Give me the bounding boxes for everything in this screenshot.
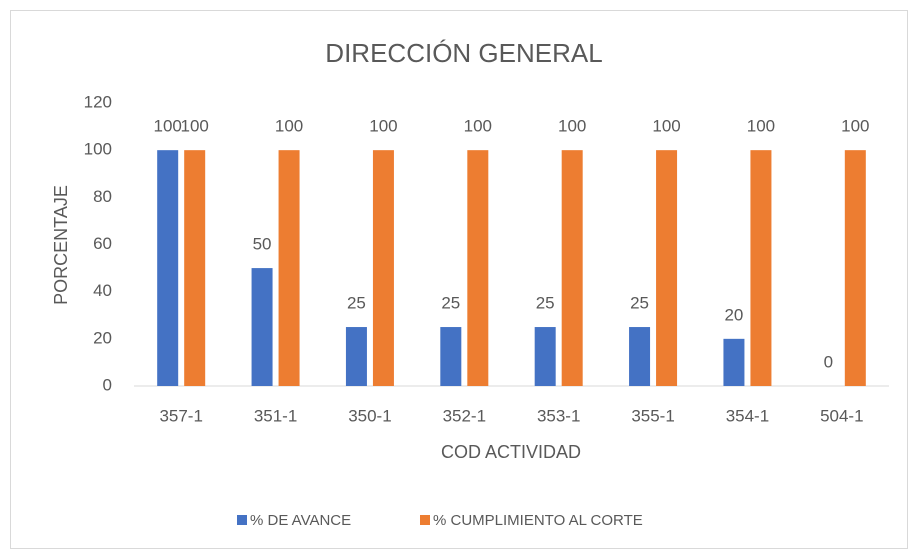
data-label: 25 xyxy=(347,294,366,313)
data-label: 100 xyxy=(747,117,775,136)
legend-swatch xyxy=(420,515,430,525)
bar xyxy=(844,150,866,386)
bar xyxy=(561,150,583,386)
bar xyxy=(534,327,556,386)
y-tick-label: 0 xyxy=(103,375,112,394)
bar xyxy=(467,150,489,386)
bar xyxy=(372,150,394,386)
x-tick-label: 355-1 xyxy=(631,406,674,425)
data-label: 100 xyxy=(369,117,397,136)
data-label: 100 xyxy=(181,117,209,136)
x-tick-label: 353-1 xyxy=(537,406,580,425)
bar xyxy=(750,150,772,386)
x-tick-label: 357-1 xyxy=(159,406,202,425)
y-tick-label: 60 xyxy=(93,234,112,253)
chart-frame xyxy=(10,10,908,549)
y-tick-label: 20 xyxy=(93,328,112,347)
x-axis-title: COD ACTIVIDAD xyxy=(441,442,581,462)
bar xyxy=(157,150,179,386)
bar xyxy=(278,150,300,386)
y-tick-label: 80 xyxy=(93,187,112,206)
data-label: 100 xyxy=(154,117,182,136)
x-tick-label: 354-1 xyxy=(726,406,769,425)
x-tick-label: 504-1 xyxy=(820,406,863,425)
bar xyxy=(345,327,367,386)
bar xyxy=(656,150,678,386)
bar xyxy=(440,327,462,386)
bar xyxy=(629,327,651,386)
data-label: 100 xyxy=(841,117,869,136)
x-tick-label: 350-1 xyxy=(348,406,391,425)
data-label: 50 xyxy=(253,235,272,254)
y-tick-label: 120 xyxy=(84,92,112,111)
data-label: 25 xyxy=(536,294,555,313)
legend-swatch xyxy=(237,515,247,525)
y-axis-title: PORCENTAJE xyxy=(51,185,71,305)
data-label: 100 xyxy=(558,117,586,136)
x-tick-label: 352-1 xyxy=(443,406,486,425)
data-label: 100 xyxy=(464,117,492,136)
x-tick-label: 351-1 xyxy=(254,406,297,425)
data-label: 100 xyxy=(275,117,303,136)
legend-label: % CUMPLIMIENTO AL CORTE xyxy=(433,512,643,529)
bar xyxy=(723,338,745,386)
bar xyxy=(251,268,273,386)
y-tick-label: 100 xyxy=(84,140,112,159)
data-label: 0 xyxy=(824,352,833,371)
data-label: 100 xyxy=(652,117,680,136)
bar xyxy=(184,150,206,386)
legend-label: % DE AVANCE xyxy=(250,512,351,529)
data-label: 25 xyxy=(441,294,460,313)
data-label: 25 xyxy=(630,294,649,313)
y-tick-label: 40 xyxy=(93,281,112,300)
chart-title: DIRECCIÓN GENERAL xyxy=(325,38,602,68)
data-label: 20 xyxy=(724,305,743,324)
